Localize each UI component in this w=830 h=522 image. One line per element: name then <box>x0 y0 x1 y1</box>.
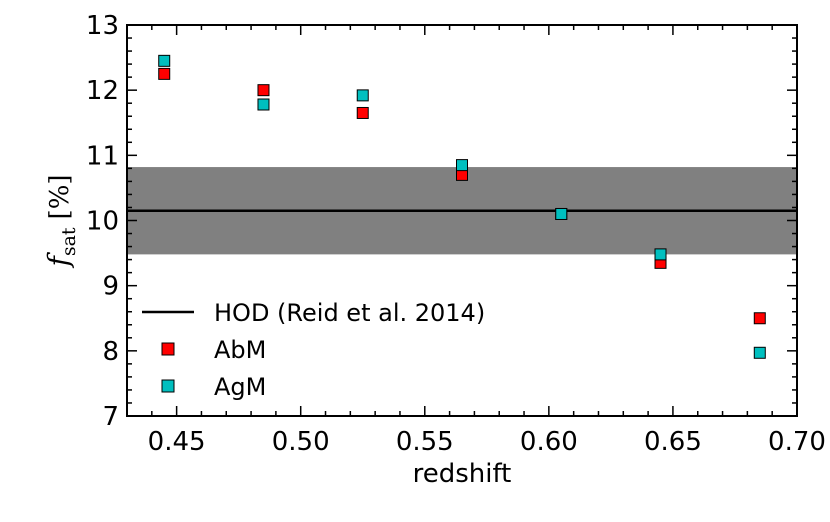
legend-abm-label: AbM <box>214 336 266 364</box>
point-agm-2 <box>356 89 369 102</box>
legend-hod-label: HOD (Reid et al. 2014) <box>214 299 485 327</box>
point-agm-5 <box>654 248 667 261</box>
y-tick-label: 7 <box>102 402 119 432</box>
point-abm-1 <box>257 84 270 97</box>
y-tick-label: 9 <box>102 272 119 302</box>
y-tick-label: 12 <box>86 76 119 106</box>
point-agm-4 <box>555 207 568 220</box>
y-tick-label: 11 <box>86 141 119 171</box>
x-tick-label: 0.65 <box>644 427 702 457</box>
point-agm-0 <box>158 54 171 67</box>
y-tick-label: 10 <box>86 207 119 237</box>
legend-abm-marker <box>161 342 175 356</box>
x-axis-label: redshift <box>413 459 512 489</box>
legend-agm-marker <box>161 379 175 393</box>
x-tick-label: 0.70 <box>768 427 826 457</box>
x-tick-label: 0.60 <box>520 427 578 457</box>
point-abm-0 <box>158 67 171 80</box>
x-tick-label: 0.50 <box>272 427 330 457</box>
y-axis-unit: [%] <box>45 174 75 219</box>
y-tick-label: 8 <box>102 337 119 367</box>
y-tick-label: 13 <box>86 11 119 41</box>
x-tick-label: 0.55 <box>396 427 454 457</box>
axes: 0.45 0.50 0.55 0.60 0.65 0.70 7 8 9 10 11 12 13 <box>86 11 826 457</box>
legend-agm-label: AgM <box>214 373 266 401</box>
plot-area <box>127 54 797 359</box>
y-axis-label: fsat[%] <box>42 174 80 268</box>
point-abm-6 <box>753 312 766 325</box>
y-axis-subscript: sat <box>58 227 80 256</box>
point-abm-2 <box>356 106 369 119</box>
point-agm-6 <box>753 346 766 359</box>
point-agm-3 <box>456 159 468 172</box>
x-tick-label: 0.45 <box>148 427 206 457</box>
legend: HOD (Reid et al. 2014) AbM AgM <box>142 299 485 401</box>
point-agm-1 <box>257 98 270 111</box>
